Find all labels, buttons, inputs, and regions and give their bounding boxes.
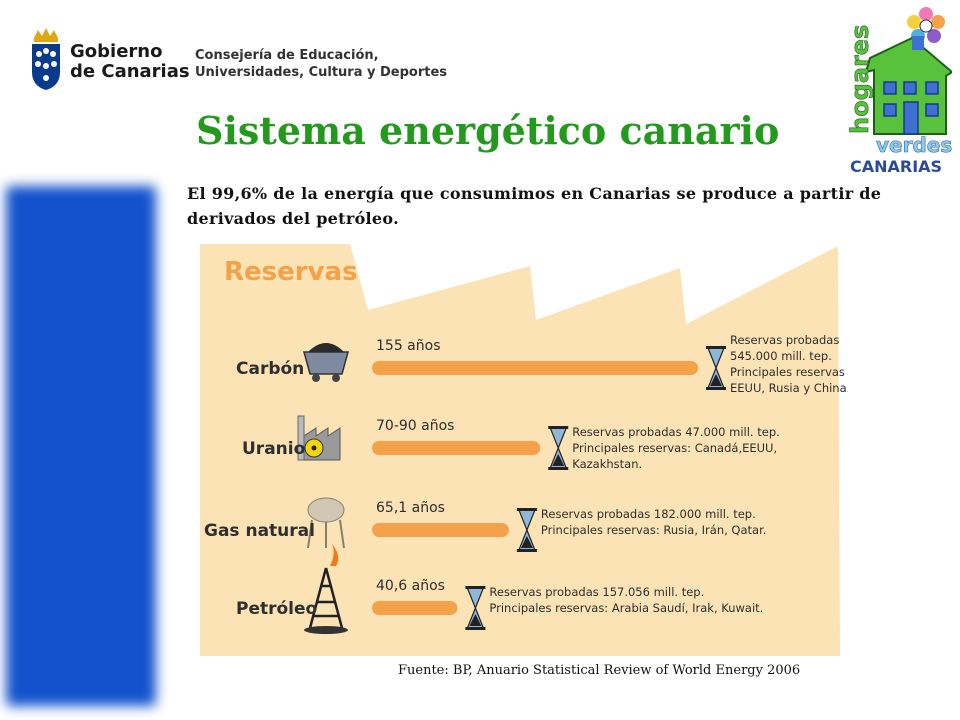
reserve-note-line: EEUU, Rusia y China. (730, 381, 848, 395)
hourglass-sand (520, 536, 533, 548)
reserve-note-line: Reservas probadas (730, 333, 839, 347)
cart-wheel (332, 374, 340, 382)
hourglass-cap (516, 508, 537, 511)
reserve-note-line: Reservas probadas 157.056 mill. tep. (489, 585, 704, 599)
hourglass-sand (469, 614, 482, 626)
gas-legs (307, 519, 345, 549)
coal-pile (308, 343, 344, 352)
hourglass-sand (710, 374, 722, 386)
gobierno-canarias-logo (32, 28, 60, 90)
hourglass-cap (516, 549, 537, 552)
hourglass-cap (548, 467, 569, 470)
consejeria-line-2: Universidades, Cultura y Deportes (195, 65, 448, 80)
hourglass-cap (465, 627, 486, 630)
reserve-note-line: Principales reservas: Canadá,EEUU, (572, 441, 777, 455)
resource-label: Carbón (236, 359, 304, 379)
derrick-frame (308, 567, 344, 629)
resource-label: Gas natural (204, 521, 315, 541)
hourglass-cap (465, 586, 486, 589)
reservas-infographic: Reservas Carbón 155 años Reservas probadas… (200, 228, 848, 656)
reserve-note-line: Kazakhstan. (572, 457, 642, 471)
hourglass-icon (548, 426, 569, 470)
cart-wheel (312, 374, 320, 382)
radiation-center (311, 445, 317, 451)
oil-derrick-icon (304, 544, 348, 634)
hogares-word: hogares (846, 25, 874, 134)
reserve-bar (372, 523, 509, 537)
gas-tank-icon (307, 497, 345, 549)
resource-label: Uranio (242, 439, 305, 459)
reserve-note-line: 545.000 mill. tep. (730, 349, 832, 363)
hourglass-icon (465, 586, 486, 630)
resource-label: Petróleo (236, 599, 317, 619)
reserve-bar (372, 361, 698, 375)
hogares-verdes-logo: hogares verdes CANARIAS (844, 2, 952, 176)
coat-of-arms-icon (32, 28, 60, 90)
gobierno-line-2: de Canarias (70, 61, 190, 82)
house-icon (864, 36, 952, 135)
plant-chimney (297, 415, 305, 461)
derrick-base (304, 626, 348, 634)
years-label: 70-90 años (376, 418, 454, 434)
side-decor-bar (6, 186, 156, 706)
reserve-note-line: Principales reservas: Arabia Saudí, Irak… (489, 601, 763, 615)
intro-text: El 99,6% de la energía que consumimos en… (187, 184, 882, 228)
source-note: Fuente: BP, Anuario Statistical Review o… (398, 663, 801, 678)
canarias-word: CANARIAS (850, 157, 942, 176)
gobierno-line-1: Gobierno (70, 41, 163, 62)
gobierno-name: Gobierno de Canarias (70, 42, 190, 82)
years-label: 40,6 años (376, 578, 445, 594)
hourglass-cap (706, 387, 726, 390)
hourglass-icon (706, 346, 726, 390)
page-title: Sistema energético canario (196, 108, 780, 153)
consejeria-line-1: Consejería de Educación, (195, 48, 379, 63)
hourglass-sand (552, 454, 565, 466)
gas-sphere (307, 497, 345, 523)
reserve-bar (372, 441, 541, 455)
coal-cart-icon (303, 343, 349, 382)
reservas-chart: Reservas Carbón 155 años Reservas probadas… (200, 244, 848, 656)
chart-title: Reservas (224, 257, 358, 287)
cart-body (303, 351, 349, 375)
hourglass-cap (548, 426, 569, 429)
hourglass-cap (706, 346, 726, 349)
years-label: 155 años (376, 338, 440, 354)
consejeria-name: Consejería de Educación, Universidades, … (195, 47, 447, 81)
reserve-note-line: Principales reservas (730, 365, 845, 379)
hourglass-icon (516, 508, 537, 552)
nuclear-plant-icon (297, 415, 341, 461)
reserve-bar (372, 601, 458, 615)
reserve-note-line: Reservas probadas 182.000 mill. tep. (541, 507, 756, 521)
reserve-note-line: Principales reservas: Rusia, Irán, Qatar… (541, 523, 767, 537)
flame (330, 544, 339, 566)
verdes-word: verdes (876, 133, 952, 157)
reserve-note-line: Reservas probadas 47.000 mill. tep. (572, 425, 780, 439)
years-label: 65,1 años (376, 500, 445, 516)
